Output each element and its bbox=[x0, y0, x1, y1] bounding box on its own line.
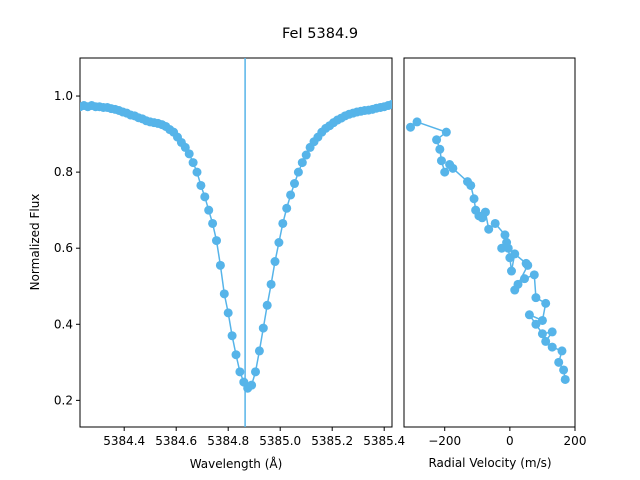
spectrum-y-tick-label: 0.2 bbox=[54, 393, 73, 407]
velocity-data-point bbox=[560, 374, 570, 384]
velocity-data-point bbox=[541, 336, 551, 346]
spectrum-data-point bbox=[387, 99, 392, 109]
spectrum-data-point bbox=[286, 190, 296, 200]
velocity-data-point bbox=[529, 270, 539, 280]
spectrum-series-line bbox=[80, 103, 392, 390]
spectrum-data-point bbox=[192, 167, 202, 177]
velocity-panel: −200 0 200 Radial Velocity (m/s) bbox=[403, 57, 586, 470]
velocity-data-point bbox=[466, 180, 476, 190]
velocity-series bbox=[406, 117, 570, 384]
spectrum-data-point bbox=[200, 192, 210, 202]
velocity-data-point bbox=[500, 230, 510, 240]
spectrum-data-point bbox=[235, 367, 245, 377]
spectrum-data-point bbox=[196, 180, 206, 190]
spectrum-ticks: 5384.4 5384.6 5384.8 5385.0 5385.2 5385.4 0.2 0… bbox=[54, 89, 405, 448]
spectrum-data-point bbox=[282, 203, 292, 213]
velocity-plot-area bbox=[406, 117, 570, 384]
spectrum-data-point bbox=[184, 149, 194, 159]
spectrum-data-point bbox=[254, 346, 264, 356]
spectrum-data-point bbox=[270, 257, 280, 267]
velocity-data-point bbox=[440, 167, 450, 177]
spectrum-data-point bbox=[223, 308, 233, 318]
spectrum-data-point bbox=[274, 238, 284, 247]
spectrum-data-point bbox=[188, 158, 198, 168]
velocity-data-point bbox=[441, 127, 451, 137]
velocity-data-point bbox=[537, 315, 547, 325]
velocity-data-point bbox=[520, 274, 530, 284]
spectrum-x-tick-label: 5385.0 bbox=[259, 434, 301, 448]
velocity-data-point bbox=[531, 319, 541, 329]
velocity-data-point bbox=[537, 329, 547, 339]
velocity-data-point bbox=[503, 243, 513, 253]
spectrum-panel-frame bbox=[79, 57, 393, 428]
velocity-data-point bbox=[510, 249, 520, 259]
spectrum-data-point bbox=[219, 289, 229, 299]
velocity-data-point bbox=[510, 285, 520, 295]
spectrum-y-tick-label: 0.4 bbox=[54, 317, 73, 331]
velocity-panel-frame bbox=[403, 57, 576, 428]
velocity-data-point bbox=[406, 122, 416, 132]
spectrum-y-tick-label: 0.8 bbox=[54, 165, 73, 179]
velocity-data-point bbox=[480, 207, 490, 217]
velocity-data-point bbox=[484, 224, 494, 234]
velocity-data-point bbox=[523, 260, 533, 270]
velocity-data-point bbox=[547, 327, 557, 337]
spectrum-data-point bbox=[251, 367, 260, 377]
velocity-x-axis-label: Radial Velocity (m/s) bbox=[428, 456, 551, 470]
velocity-data-point bbox=[435, 144, 445, 154]
spectrum-data-point bbox=[208, 218, 218, 228]
spectrum-y-tick-label: 0.6 bbox=[54, 241, 73, 255]
spectrum-data-point bbox=[297, 158, 307, 168]
spectrum-data-point bbox=[215, 260, 225, 270]
spectrum-x-tick-label: 5384.4 bbox=[103, 434, 145, 448]
velocity-data-point bbox=[557, 346, 567, 356]
spectrum-data-point bbox=[266, 279, 276, 289]
spectrum-x-tick-label: 5385.4 bbox=[363, 434, 405, 448]
velocity-data-point bbox=[531, 293, 541, 303]
spectrum-data-point bbox=[301, 150, 311, 160]
velocity-data-point bbox=[448, 163, 458, 173]
spectrum-x-tick-label: 5385.2 bbox=[311, 434, 353, 448]
spectrum-data-point bbox=[227, 331, 237, 341]
spectrum-series bbox=[80, 58, 392, 427]
spectrum-plot-area bbox=[80, 58, 392, 427]
velocity-data-point bbox=[469, 194, 479, 204]
spectrum-x-tick-label: 5384.8 bbox=[207, 434, 249, 448]
spectrum-data-point bbox=[258, 323, 268, 333]
velocity-data-point bbox=[559, 365, 569, 375]
velocity-data-point bbox=[524, 310, 534, 320]
spectrum-data-point bbox=[290, 179, 299, 189]
spectrum-data-point bbox=[278, 218, 288, 228]
velocity-data-point bbox=[432, 135, 442, 145]
spectrum-data-point bbox=[212, 236, 221, 246]
velocity-data-point bbox=[506, 266, 516, 276]
spectrum-y-tick-label: 1.0 bbox=[54, 89, 73, 103]
spectrum-panel: 5384.4 5384.6 5384.8 5385.0 5385.2 5385.4 0.2 0… bbox=[28, 57, 405, 471]
spectrum-data-point bbox=[180, 142, 190, 152]
chart-title: FeI 5384.9 bbox=[282, 26, 358, 42]
spectrum-x-tick-label: 5384.6 bbox=[155, 434, 197, 448]
spectrum-data-point bbox=[293, 167, 303, 177]
spectrum-data-point bbox=[204, 205, 214, 215]
velocity-data-point bbox=[436, 156, 446, 166]
velocity-data-point bbox=[412, 117, 422, 127]
velocity-data-point bbox=[547, 342, 557, 352]
velocity-data-point bbox=[497, 243, 507, 253]
spectrum-data-point bbox=[231, 350, 241, 360]
velocity-x-tick-label: 200 bbox=[564, 434, 587, 448]
spectrum-data-point bbox=[262, 300, 272, 310]
velocity-data-point bbox=[490, 218, 500, 228]
velocity-x-tick-label: −200 bbox=[428, 434, 461, 448]
velocity-data-point bbox=[554, 357, 564, 367]
velocity-data-point bbox=[541, 298, 551, 308]
spectrum-y-axis-label: Normalized Flux bbox=[28, 194, 42, 291]
spectrum-data-point bbox=[247, 380, 257, 390]
velocity-x-tick-label: 0 bbox=[506, 434, 514, 448]
velocity-ticks: −200 0 200 bbox=[428, 427, 586, 448]
spectrum-x-axis-label: Wavelength (Å) bbox=[190, 456, 283, 471]
